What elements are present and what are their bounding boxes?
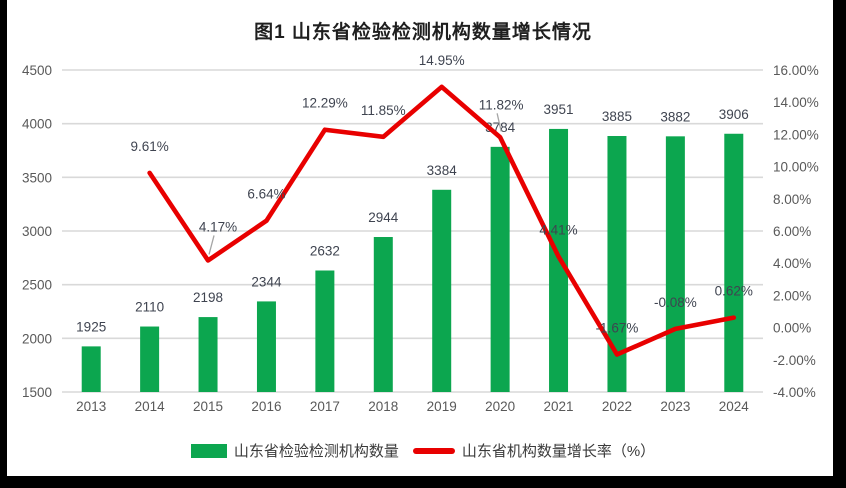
bar-value-label: 2632 [310,243,340,258]
chart-canvas: 4500 4000 3500 3000 2500 2000 1500 16.00% 14.00%… [22,53,819,414]
bar-value-label: 2344 [251,274,282,289]
legend-item-institutions: 山东省检验检测机构数量 [190,440,399,461]
chart-legend: 山东省检验检测机构数量 山东省机构数量增长率（%） [0,440,846,461]
left-axis-tick: 1500 [22,385,52,400]
growth-rate-label: -1.67% [596,320,639,335]
bar-2015 [198,317,218,392]
x-axis-tick: 2020 [485,399,515,414]
growth-rate-label: 6.64% [247,187,285,202]
right-axis-tick: 6.00% [773,224,811,239]
bar-value-label: 2110 [135,300,164,315]
photo-border-bottom [0,476,846,488]
bar-2023 [665,136,685,392]
left-axis-tick: 3500 [22,170,52,185]
photo-border-right [833,0,846,488]
bar-2016 [256,301,276,392]
x-axis-tick: 2014 [135,399,166,414]
left-axis-tick: 3000 [22,224,52,239]
bar-value-label: 3906 [719,107,749,122]
growth-rate-label: 11.82% [479,97,524,112]
bar-value-label: 3384 [427,163,458,178]
left-axis-tick: 4500 [22,63,52,78]
x-axis-tick: 2023 [660,399,690,414]
label-leader-line [208,235,215,255]
x-axis-tick: 2021 [544,399,574,414]
bar-2014 [140,326,160,392]
bar-value-label: 2198 [193,290,223,305]
growth-rate-label: 11.85% [361,103,406,118]
bar-2018 [373,237,393,392]
bar-2020 [490,146,510,392]
right-axis-tick: 12.00% [773,127,819,142]
x-axis-tick: 2018 [368,399,398,414]
right-axis-tick: 14.00% [773,95,819,110]
right-axis-tick: 8.00% [773,192,811,207]
line-series-swatch-icon [412,447,455,454]
bar-value-label: 2944 [368,210,399,225]
right-axis-tick: 4.00% [773,256,811,271]
growth-rate-label: 4.41% [539,223,577,238]
bar-value-label: 3951 [544,102,574,117]
bar-2024 [724,133,744,393]
label-leader-line [496,113,502,132]
x-axis-tick: 2017 [310,399,340,414]
right-axis-tick: 2.00% [773,288,811,303]
bar-value-label: 3882 [660,109,690,124]
growth-rate-line [147,84,737,357]
legend-label-institutions: 山东省检验检测机构数量 [233,443,399,460]
bar-value-label: 1925 [76,319,106,334]
right-axis-tick: -2.00% [773,353,816,368]
right-axis-tick: 10.00% [773,160,819,175]
growth-rate-label: 0.62% [715,284,753,299]
bar-value-label: 3885 [602,109,632,124]
growth-rate-label: 4.17% [199,219,237,234]
x-axis-tick: 2016 [251,399,281,414]
right-axis-tick: 16.00% [773,63,819,78]
bar-2017 [315,270,335,392]
bar-2019 [432,189,452,392]
bar-2022 [607,136,627,392]
growth-rate-label: 9.61% [130,139,168,154]
left-axis-tick: 4000 [22,117,52,132]
photo-border-left [0,0,7,488]
legend-label-growth-rate: 山东省机构数量增长率（%） [461,443,656,460]
bar-series-swatch-icon [190,443,227,458]
bar-2013 [81,346,101,392]
right-axis-tick: 0.00% [773,321,811,336]
x-axis-tick: 2022 [602,399,632,414]
right-axis-tick: -4.00% [773,385,816,400]
x-axis-tick: 2013 [76,399,106,414]
growth-rate-label: 12.29% [302,96,348,111]
left-axis-tick: 2000 [22,331,52,346]
chart-title: 图1 山东省检验检测机构数量增长情况 [254,22,592,43]
left-axis-tick: 2500 [22,278,52,293]
x-axis-tick: 2019 [427,399,457,414]
growth-rate-label: -0.08% [654,295,697,310]
x-axis-tick: 2015 [193,399,223,414]
x-axis-tick: 2024 [719,399,750,414]
growth-rate-label: 14.95% [419,53,465,68]
legend-item-growth-rate: 山东省机构数量增长率（%） [412,440,656,461]
